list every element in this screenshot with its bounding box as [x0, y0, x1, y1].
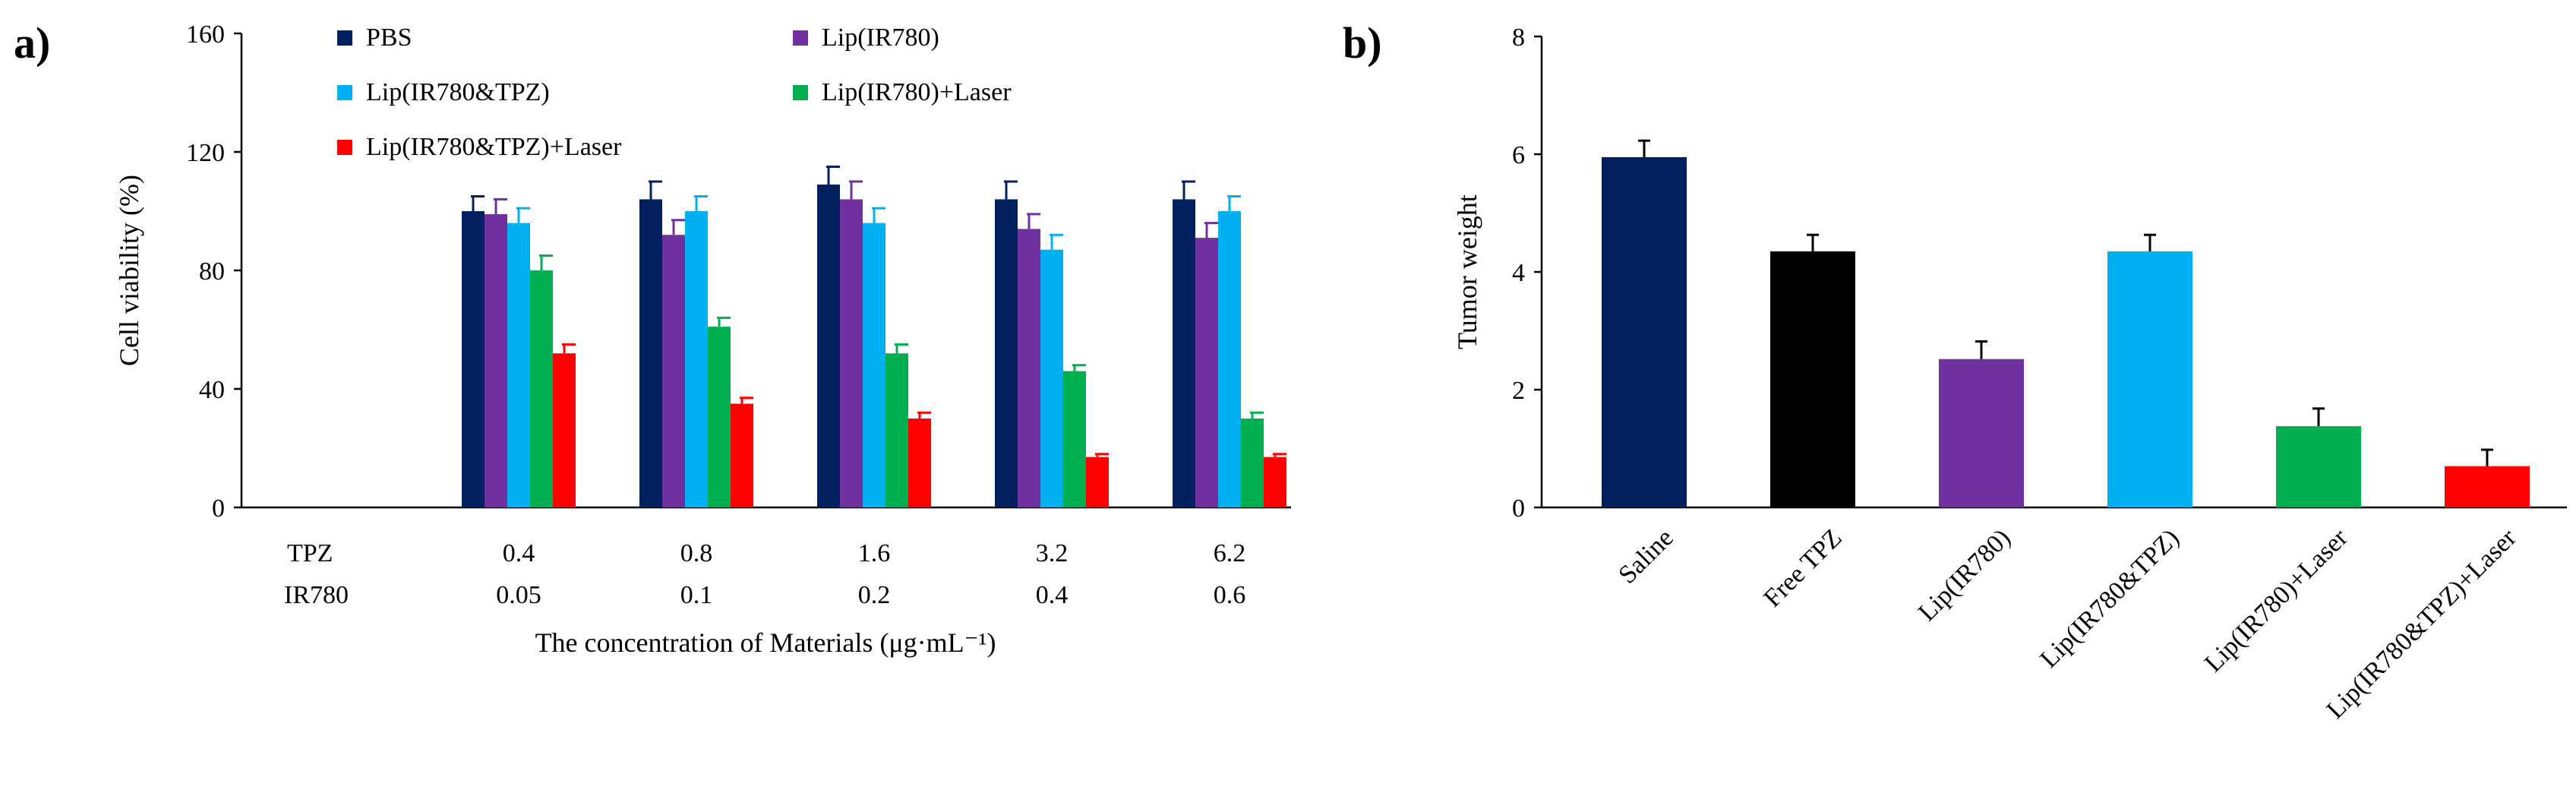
panel-a-legend-swatch — [793, 85, 808, 100]
panel-a-bar — [530, 270, 553, 507]
panel-a-bar — [908, 419, 931, 507]
panel-a-category-value: 0.4 — [503, 539, 535, 567]
panel-a-y-tick-label: 120 — [186, 139, 225, 167]
panel-a-y-tick-label: 160 — [186, 21, 225, 49]
panel-b-bars — [1602, 156, 2530, 507]
panel-a-y-tick-label: 0 — [212, 495, 225, 523]
panel-b-x-tick-label: Lip(IR780&TPZ) — [2035, 523, 2185, 673]
panel-a-legend-swatch — [793, 30, 808, 46]
panel-a-bar — [731, 403, 753, 507]
panel-b-y-tick-label: 2 — [1512, 377, 1525, 405]
panel-a-bar — [886, 353, 908, 507]
panel-a-category-value: 3.2 — [1036, 539, 1069, 567]
panel-a-legend-label: Lip(IR780) — [822, 24, 939, 52]
panel-b-bar — [2276, 426, 2361, 507]
row-label-ir780: IR780 — [284, 581, 349, 609]
panel-b-y-tick-label: 8 — [1512, 24, 1525, 52]
panel-a-bar — [462, 211, 485, 507]
panel-b-bar — [2445, 466, 2530, 507]
panel-a-category-value: 6.2 — [1214, 539, 1246, 567]
panel-a-bar — [1018, 229, 1040, 507]
panel-a-bar — [1195, 238, 1218, 507]
panel-b-label: b) — [1343, 18, 1382, 68]
panel-a-bar — [817, 184, 840, 507]
panel-a-bars — [462, 184, 1286, 507]
row-label-tpz: TPZ — [287, 539, 333, 567]
panel-b-y-axis-title: Tumor weight — [1452, 194, 1482, 349]
panel-a-category-value: 0.8 — [680, 539, 713, 567]
panel-a-bar — [1241, 419, 1264, 507]
panel-b-x-tick-labels: Saline Free TPZ Lip(IR780) Lip(IR780&TPZ) Li… — [1613, 523, 2522, 725]
panel-a-y-axis-title: Cell viability (%) — [114, 175, 144, 366]
panel-a-legend-label: Lip(IR780&TPZ) — [366, 78, 550, 106]
panel-b-error-bars — [1638, 139, 2493, 466]
panel-b-y-tick-label: 0 — [1512, 495, 1525, 523]
panel-a-y-tick-label: 80 — [199, 258, 225, 286]
panel-a-bar — [863, 223, 886, 507]
panel-a-bar — [685, 211, 708, 507]
panel-a-bar — [708, 327, 731, 507]
panel-b-x-tick-label: Lip(IR780&TPZ)+Laser — [2322, 523, 2523, 725]
panel-a-x-axis-title: The concentration of Materials (μg·mL⁻¹) — [535, 627, 996, 658]
panel-a-y-ticks: 0 40 80 120 160 — [186, 21, 242, 523]
panel-a-bar — [1086, 457, 1109, 507]
panel-a-legend-label: PBS — [366, 24, 412, 52]
panel-a-category-value: 0.05 — [496, 581, 541, 609]
panel-a-legend-swatch — [337, 140, 352, 155]
panel-a-bar — [1218, 211, 1241, 507]
panel-a-bar — [995, 199, 1018, 507]
panel-a-category-table: TPZ IR780 0.4 0.8 1.6 3.2 6.2 0.05 0.1 0.2 0.4 0.… — [284, 539, 1245, 609]
panel-a-category-value: 0.4 — [1036, 581, 1069, 609]
panel-a-bar — [485, 213, 507, 507]
panel-a-bar — [662, 235, 685, 507]
panel-b-x-tick-label: Lip(IR780) — [1913, 523, 2016, 627]
panel-a-category-value: 1.6 — [858, 539, 891, 567]
panel-a-bar — [840, 199, 863, 507]
panel-a-legend-swatch — [337, 30, 352, 46]
panel-b-y-tick-label: 6 — [1512, 141, 1525, 169]
panel-b-bar — [1939, 359, 2024, 507]
panel-b-x-tick-label: Free TPZ — [1758, 523, 1847, 612]
panel-a-error-bars — [471, 166, 1286, 457]
panel-a-bar — [639, 199, 662, 507]
panel-b-bar — [2107, 251, 2192, 507]
panel-b-y-ticks: 0 2 4 6 8 — [1512, 24, 1542, 523]
panel-b-x-tick-label: Lip(IR780)+Laser — [2199, 523, 2353, 678]
panel-a-legend-swatch — [337, 85, 352, 100]
panel-a-category-value: 0.6 — [1214, 581, 1246, 609]
panel-b-bar — [1602, 156, 1687, 507]
panel-a-bar — [1264, 457, 1286, 507]
panel-a-category-value: 0.2 — [858, 581, 891, 609]
panel-a-legend: PBS Lip(IR780) Lip(IR780&TPZ) Lip(IR780)+La… — [337, 24, 1012, 161]
panel-a-y-tick-label: 40 — [199, 376, 225, 404]
panel-a-legend-label: Lip(IR780&TPZ)+Laser — [366, 133, 622, 161]
panel-a-bar — [1040, 249, 1063, 507]
panel-a-chart: a) 0 40 80 120 160 PBS Lip(IR780) Lip(IR780&TP… — [14, 18, 1291, 658]
panel-a-legend-label: Lip(IR780)+Laser — [822, 78, 1012, 106]
panel-a-bar — [507, 223, 530, 507]
panel-b-y-tick-label: 4 — [1512, 259, 1525, 287]
panel-a-bar — [1173, 199, 1195, 507]
panel-a-bar — [1063, 371, 1086, 507]
panel-a-label: a) — [14, 18, 50, 68]
panel-b-bar — [1770, 251, 1855, 507]
panel-a-bar — [553, 353, 576, 507]
panel-a-category-value: 0.1 — [680, 581, 713, 609]
panel-b-x-tick-label: Saline — [1613, 523, 1678, 589]
